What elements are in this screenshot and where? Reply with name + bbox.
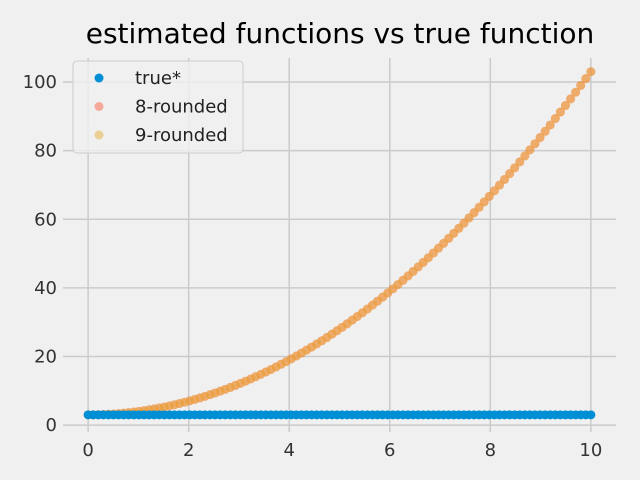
data-point: [525, 145, 535, 155]
y-tick-label: 0: [46, 415, 57, 436]
legend: true* 8-rounded 9-rounded: [72, 60, 244, 154]
data-point: [540, 126, 550, 136]
legend-box: [72, 60, 244, 154]
data-point: [505, 169, 515, 179]
data-point: [586, 67, 596, 77]
x-tick-label: 6: [384, 440, 395, 461]
y-tick-label: 20: [34, 347, 57, 368]
x-tick-label: 8: [485, 440, 496, 461]
data-point: [535, 133, 545, 143]
x-tick-label: 2: [183, 440, 194, 461]
legend-marker: [94, 73, 104, 83]
x-tick-label: 4: [284, 440, 295, 461]
data-point: [530, 139, 540, 149]
y-tick-label: 80: [34, 141, 57, 162]
x-tick-label: 10: [579, 440, 602, 461]
series-true-: [83, 410, 596, 420]
data-point: [520, 151, 530, 161]
series-9-rounded: [83, 67, 596, 420]
y-tick-label: 40: [34, 278, 57, 299]
data-point: [586, 410, 596, 420]
legend-label: 9-rounded: [135, 125, 228, 146]
data-point: [515, 157, 525, 167]
data-point: [510, 163, 520, 173]
y-tick-label: 100: [23, 72, 57, 93]
data-point: [560, 101, 570, 111]
data-point: [545, 120, 555, 130]
grid: [63, 58, 616, 432]
data-point: [576, 80, 586, 90]
data-point: [566, 94, 576, 104]
legend-label: 8-rounded: [135, 97, 228, 118]
legend-marker: [94, 102, 104, 111]
data-point: [550, 114, 560, 124]
chart-title: estimated functions vs true function: [86, 17, 595, 50]
x-tick-label: 0: [82, 440, 93, 461]
data-point: [571, 87, 581, 97]
legend-marker: [94, 130, 104, 140]
data-point: [555, 107, 565, 117]
data-points: [83, 67, 596, 420]
legend-label: true*: [135, 68, 181, 89]
y-tick-label: 60: [34, 209, 57, 230]
data-point: [581, 74, 591, 84]
data-point: [500, 174, 510, 184]
